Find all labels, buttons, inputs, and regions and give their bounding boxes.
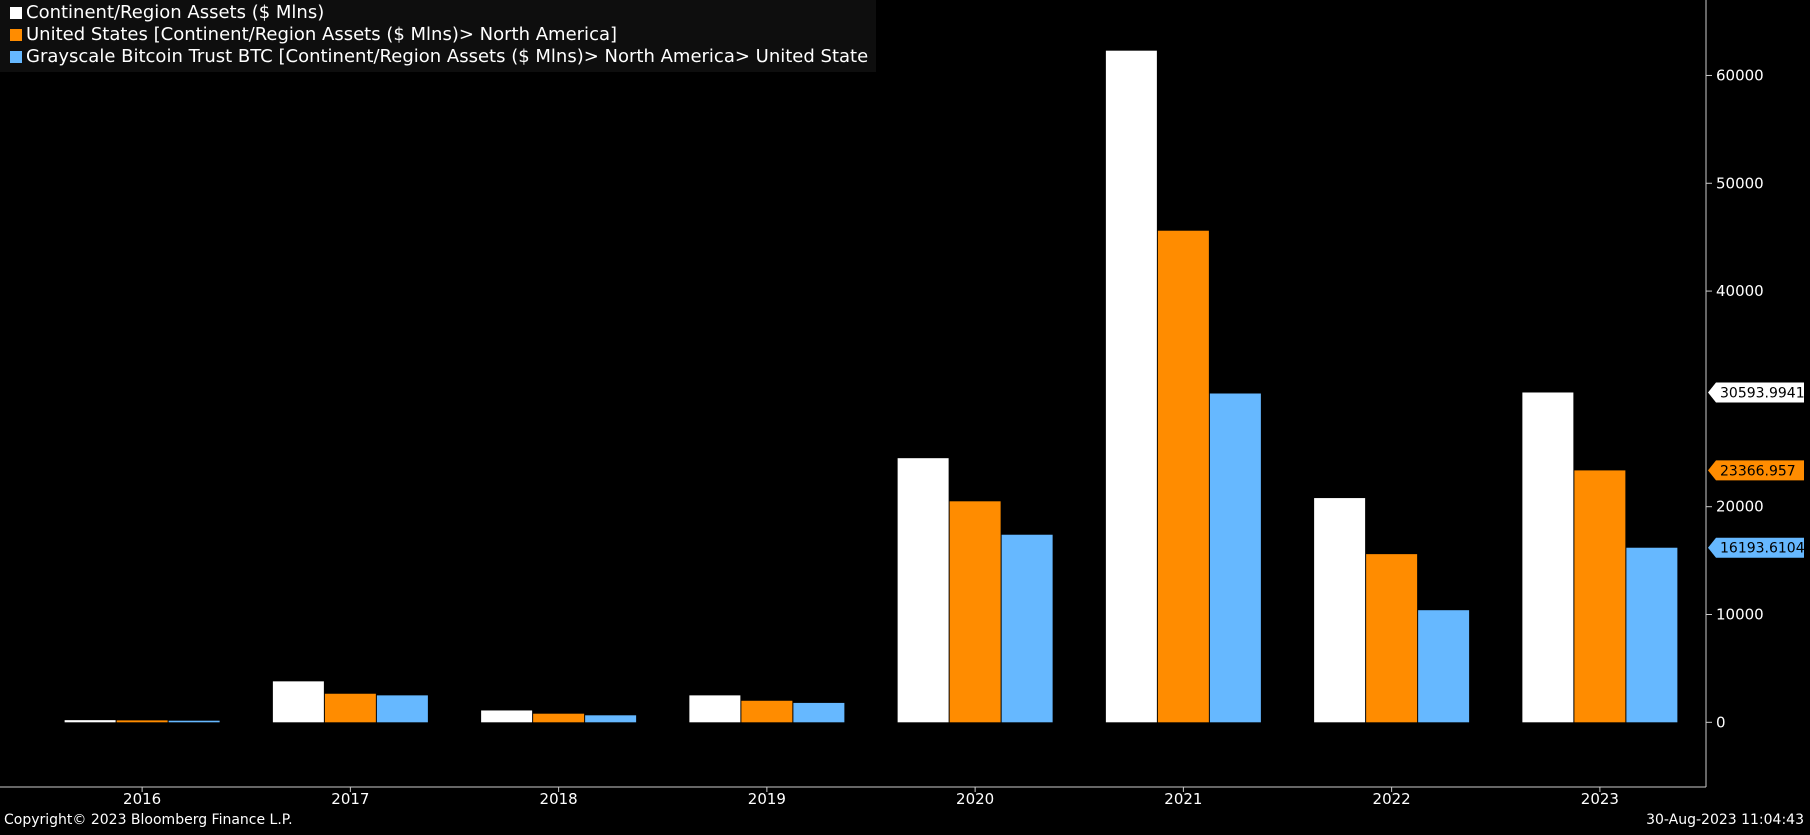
legend-swatch <box>10 51 22 63</box>
bar-2019-series-3 <box>793 702 845 723</box>
bar-2016-series-2 <box>116 720 168 723</box>
bar-2022-series-3 <box>1418 610 1470 723</box>
bar-2023-series-3 <box>1626 547 1678 723</box>
y-tick-label: 10000 <box>1716 606 1764 624</box>
bar-2020-series-2 <box>949 501 1001 723</box>
legend-swatch <box>10 7 22 19</box>
legend-label: United States [Continent/Region Assets (… <box>26 24 618 45</box>
legend: Continent/Region Assets ($ Mlns) United … <box>0 0 877 72</box>
bar-2020-series-1 <box>897 458 949 723</box>
bar-2017-series-2 <box>324 693 376 723</box>
x-tick-label: 2016 <box>123 790 161 808</box>
legend-swatch <box>10 29 22 41</box>
legend-label: Continent/Region Assets ($ Mlns) <box>26 2 325 23</box>
bar-2021-series-3 <box>1209 393 1261 723</box>
last-value-label: 30593.9941 <box>1720 385 1805 401</box>
last-value-label: 16193.6104 <box>1720 541 1805 557</box>
bar-2018-series-1 <box>481 710 533 723</box>
y-tick-label: 0 <box>1716 713 1726 731</box>
last-value-tag <box>1708 460 1804 481</box>
last-value-label: 23366.957 <box>1720 463 1796 479</box>
legend-item: United States [Continent/Region Assets (… <box>10 24 868 46</box>
bar-2023-series-2 <box>1574 470 1626 723</box>
bar-2018-series-3 <box>585 715 637 723</box>
bar-2017-series-3 <box>376 695 428 723</box>
x-tick-label: 2021 <box>1164 790 1202 808</box>
x-tick-label: 2017 <box>331 790 369 808</box>
bar-2022-series-1 <box>1314 498 1366 723</box>
bar-2022-series-2 <box>1366 554 1418 723</box>
bar-2023-series-1 <box>1522 392 1574 723</box>
bar-2021-series-2 <box>1157 230 1209 723</box>
legend-item: Grayscale Bitcoin Trust BTC [Continent/R… <box>10 46 868 68</box>
bar-2019-series-2 <box>741 700 793 723</box>
x-tick-label: 2022 <box>1373 790 1411 808</box>
y-tick-label: 60000 <box>1716 66 1764 84</box>
bar-2021-series-1 <box>1105 50 1157 723</box>
y-tick-label: 50000 <box>1716 174 1764 192</box>
last-value-tag <box>1708 537 1804 558</box>
y-tick-label: 40000 <box>1716 282 1764 300</box>
bar-2016-series-1 <box>64 720 116 723</box>
bar-2018-series-2 <box>533 713 585 723</box>
bars-group <box>64 50 1678 723</box>
axes-group: 2016 2017 2018 2019 2020 2021 2022 2023 0 10000 20… <box>0 0 1805 808</box>
y-tick-label: 20000 <box>1716 498 1764 516</box>
x-tick-label: 2018 <box>540 790 578 808</box>
legend-label: Grayscale Bitcoin Trust BTC [Continent/R… <box>26 46 869 67</box>
timestamp-text: 30-Aug-2023 11:04:43 <box>1646 812 1804 828</box>
x-tick-label: 2023 <box>1581 790 1619 808</box>
x-tick-label: 2020 <box>956 790 994 808</box>
legend-item: Continent/Region Assets ($ Mlns) <box>10 2 868 24</box>
bar-2020-series-3 <box>1001 534 1053 723</box>
bar-2017-series-1 <box>272 681 324 723</box>
last-value-tag <box>1708 382 1804 403</box>
bar-2016-series-3 <box>168 720 220 723</box>
bar-2019-series-1 <box>689 695 741 723</box>
copyright-text: Copyright© 2023 Bloomberg Finance L.P. <box>4 812 293 828</box>
x-tick-label: 2019 <box>748 790 786 808</box>
